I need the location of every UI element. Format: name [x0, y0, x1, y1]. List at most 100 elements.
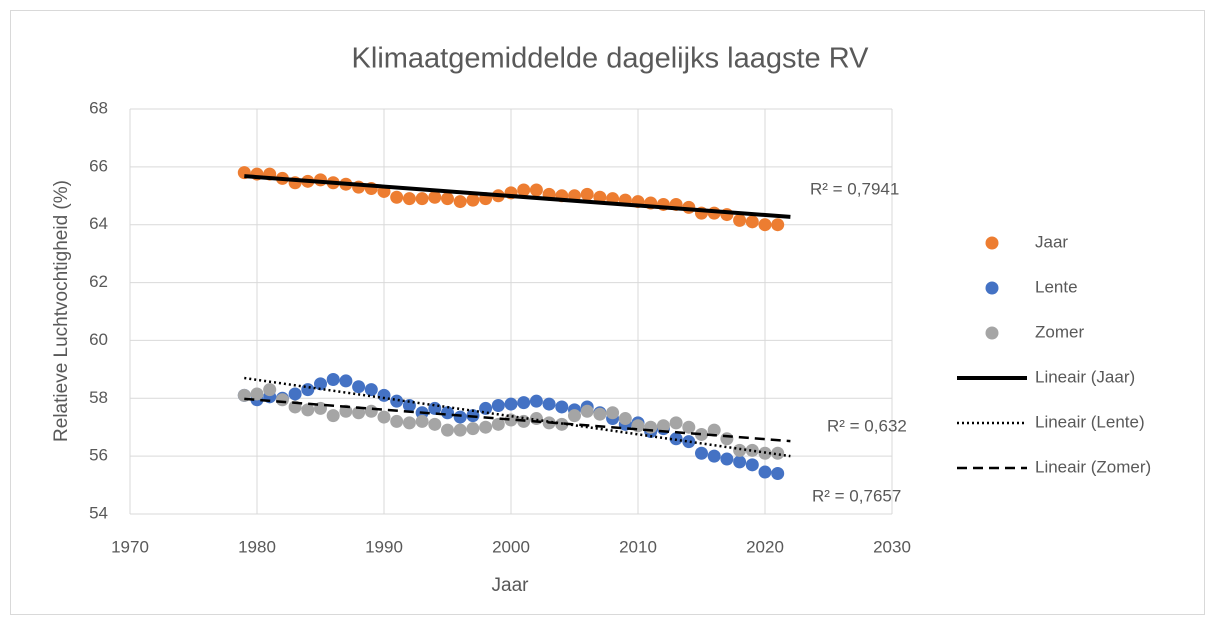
- data-point: [428, 190, 442, 204]
- data-point: [555, 400, 569, 414]
- legend-marker: [985, 236, 999, 250]
- data-point: [758, 465, 772, 479]
- legend-label: Zomer: [1035, 322, 1084, 341]
- x-tick-label: 2000: [492, 537, 530, 556]
- data-point: [390, 394, 404, 408]
- data-point: [479, 420, 493, 434]
- data-point: [720, 452, 734, 466]
- data-point: [402, 416, 416, 430]
- data-point: [301, 383, 315, 397]
- data-point: [326, 409, 340, 423]
- data-point: [339, 374, 353, 388]
- data-point: [453, 195, 467, 209]
- data-point: [504, 397, 518, 411]
- data-point: [707, 449, 721, 463]
- data-point: [326, 372, 340, 386]
- y-tick-label: 64: [89, 214, 108, 233]
- y-tick-label: 56: [89, 446, 108, 465]
- data-point: [390, 190, 404, 204]
- data-point: [529, 394, 543, 408]
- data-point: [758, 218, 772, 232]
- data-point: [618, 412, 632, 426]
- data-point: [314, 377, 327, 391]
- data-point: [733, 455, 747, 469]
- data-point: [656, 419, 670, 433]
- data-point: [771, 446, 785, 460]
- data-point: [529, 183, 543, 197]
- y-tick-label: 66: [89, 156, 108, 175]
- trendline: [244, 397, 791, 443]
- data-point: [441, 406, 454, 420]
- data-point: [377, 388, 391, 402]
- data-point: [352, 380, 366, 394]
- data-point: [428, 417, 442, 431]
- data-point: [466, 193, 480, 207]
- data-point: [606, 406, 620, 420]
- data-point: [390, 414, 404, 428]
- data-point: [263, 383, 277, 397]
- data-point: [745, 458, 759, 472]
- chart-border: [10, 10, 1205, 615]
- legend-label: Lineair (Lente): [1035, 412, 1145, 431]
- data-point: [542, 397, 556, 411]
- data-point: [364, 383, 378, 397]
- data-point: [377, 410, 391, 424]
- r-squared-label: R² = 0,7657: [812, 486, 901, 505]
- trendline: [244, 376, 791, 458]
- data-point: [669, 416, 683, 430]
- data-point: [682, 420, 696, 434]
- y-tick-label: 54: [89, 503, 108, 522]
- x-tick-label: 1990: [365, 537, 403, 556]
- x-tick-label: 2010: [619, 537, 657, 556]
- data-point: [707, 423, 721, 437]
- data-point: [720, 432, 734, 446]
- data-point: [453, 410, 467, 424]
- data-point: [593, 407, 607, 421]
- data-point: [517, 396, 531, 410]
- data-point: [745, 215, 759, 229]
- data-point: [301, 403, 315, 417]
- chart-title: Klimaatgemiddelde dagelijks laagste RV: [352, 43, 870, 75]
- data-point: [733, 213, 747, 227]
- legend-label: Lineair (Zomer): [1035, 457, 1151, 476]
- data-point: [517, 183, 531, 197]
- data-point: [415, 192, 429, 206]
- data-point: [580, 187, 594, 201]
- data-point: [250, 387, 264, 401]
- data-point: [771, 218, 785, 232]
- data-point: [771, 467, 785, 480]
- y-tick-label: 68: [89, 98, 108, 117]
- r-squared-label: R² = 0,7941: [810, 179, 899, 198]
- data-point: [568, 409, 581, 423]
- trendline: [244, 174, 791, 219]
- x-tick-label: 2030: [873, 537, 911, 556]
- data-point: [364, 404, 378, 418]
- data-point: [479, 401, 493, 415]
- data-point: [288, 387, 302, 401]
- legend-marker: [985, 326, 999, 340]
- y-axis-label: Relatieve Luchtvochtigheid (%): [51, 180, 72, 442]
- legend-label: Lineair (Jaar): [1035, 367, 1135, 386]
- data-point: [644, 420, 658, 434]
- data-point: [352, 406, 366, 420]
- r-squared-label: R² = 0,632: [827, 416, 907, 435]
- data-point: [580, 404, 594, 418]
- data-point: [275, 393, 289, 407]
- data-point: [415, 414, 429, 428]
- data-point: [682, 435, 696, 449]
- legend-label: Jaar: [1035, 232, 1068, 251]
- x-axis-label: Jaar: [492, 575, 530, 596]
- legend-label: Lente: [1035, 277, 1078, 296]
- data-point: [466, 422, 480, 436]
- x-tick-label: 2020: [746, 537, 784, 556]
- data-point: [695, 427, 708, 441]
- data-point: [441, 192, 454, 206]
- data-point: [441, 423, 454, 437]
- data-point: [631, 419, 645, 433]
- x-tick-label: 1970: [111, 537, 149, 556]
- y-tick-label: 60: [89, 330, 108, 349]
- legend-marker: [985, 281, 999, 295]
- y-tick-label: 58: [89, 388, 108, 407]
- data-point: [733, 443, 747, 457]
